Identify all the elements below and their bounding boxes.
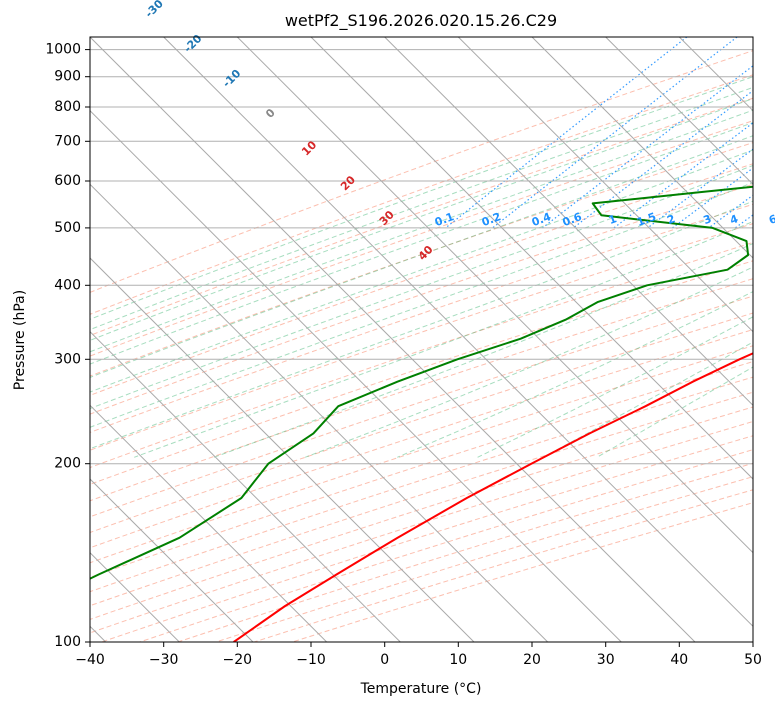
moist-adiabat-line [90, 122, 753, 365]
dry-adiabat-line [90, 345, 753, 564]
moist-adiabat-line [477, 316, 753, 458]
moist-adiabat-line [213, 242, 753, 458]
mixing-ratio-labels: 0.10.20.40.611.52346810131620253036 [433, 210, 775, 229]
y-tick-label: 800 [54, 99, 81, 115]
dry-adiabat-line [90, 278, 753, 502]
isotherm-line [310, 37, 753, 480]
mixing-ratio-label: 4 [728, 212, 740, 227]
dry-adiabat-line [90, 312, 753, 534]
moist-adiabat-line [90, 109, 753, 353]
y-tick-label: 400 [54, 277, 81, 293]
x-tick-label: −30 [149, 652, 179, 668]
dry-adiabat-line [90, 329, 753, 549]
isotherm-line [531, 37, 753, 259]
isotherm-line [90, 257, 475, 642]
y-axis-ticks: 100 200 300 400 500 600 700 800 900 1000 [45, 42, 90, 650]
pressure-gridlines [90, 49, 753, 642]
mixing-ratio-label: 6 [767, 212, 775, 227]
isotherm-line [90, 330, 401, 642]
x-tick-label: 30 [597, 652, 615, 668]
mixing-ratio-label: 0.6 [561, 210, 584, 229]
y-tick-label: 900 [54, 69, 81, 85]
dry-adiabat-line [90, 241, 753, 469]
x-tick-label: 40 [670, 652, 688, 668]
mixing-ratio-lines [445, 37, 753, 229]
chart-title: wetPf2_S196.2026.020.15.26.C29 [285, 11, 557, 31]
dry-adiabat-line [90, 163, 753, 396]
mixing-ratio-line [572, 89, 753, 229]
x-axis-ticks: −40 −30 −20 −10 0 10 20 30 40 50 [75, 642, 762, 668]
x-tick-label: −10 [296, 652, 326, 668]
dry-adiabat-line [90, 50, 753, 293]
dry-adiabat-line [90, 260, 753, 485]
x-tick-label: −20 [223, 652, 253, 668]
isotherm-line [384, 37, 753, 407]
y-tick-label: 200 [54, 456, 81, 472]
moist-adiabat-line [90, 149, 753, 393]
plot-frame [89, 36, 754, 643]
dry-adiabat-line [90, 361, 753, 578]
moist-adiabat-line [90, 86, 753, 331]
dry-adiabat-line [90, 376, 753, 593]
mixing-ratio-line [672, 167, 753, 229]
x-tick-label: −40 [75, 652, 105, 668]
isotherm-line [90, 183, 549, 642]
mixing-ratio-label: 0.4 [530, 210, 553, 229]
isotherm-line [236, 37, 753, 554]
x-tick-label: 50 [744, 652, 762, 668]
mixing-ratio-line [492, 37, 738, 229]
isotherm-line [90, 478, 254, 642]
series-temperature-line [233, 352, 753, 642]
x-tick-label: 10 [449, 652, 467, 668]
mixing-ratio-label: 1 [607, 212, 619, 227]
y-tick-label: 700 [54, 133, 81, 149]
y-tick-label: 600 [54, 173, 81, 189]
isotherm-line [90, 109, 622, 642]
isotherm-line [90, 404, 328, 642]
mixing-ratio-label: 1.5 [635, 210, 658, 229]
isotherm-line [163, 37, 753, 628]
moist-adiabat-line [397, 291, 753, 458]
dry-adiabat-line [90, 142, 753, 377]
x-tick-label: 0 [380, 652, 389, 668]
dry-adiabats [90, 50, 753, 642]
y-tick-label: 100 [54, 634, 81, 650]
isotherms [90, 37, 753, 642]
isotherm-line [605, 37, 753, 186]
isotherm-line [90, 37, 696, 642]
moist-adiabat-line [304, 266, 753, 458]
x-axis-label: Temperature (°C) [360, 681, 482, 697]
y-axis-label: Pressure (hPa) [12, 290, 28, 390]
dry-adiabat-line [90, 97, 753, 337]
moist-adiabats [90, 76, 753, 458]
moist-adiabat-line [90, 164, 753, 410]
x-tick-label: 20 [523, 652, 541, 668]
moist-adiabat-line [90, 200, 753, 450]
y-tick-label: 500 [54, 220, 81, 236]
mixing-ratio-label: 0.2 [480, 210, 503, 229]
dry-adiabat-line [90, 391, 753, 607]
isotherm-line [457, 37, 753, 333]
y-tick-label: 1000 [45, 42, 81, 58]
dry-adiabat-line [90, 295, 753, 518]
mixing-ratio-label: 0.1 [433, 210, 456, 229]
mixing-ratio-label: 3 [702, 212, 714, 227]
sounding-series [90, 185, 753, 642]
mixing-ratio-label: 2 [665, 212, 677, 227]
moist-adiabat-line [90, 98, 753, 341]
series-dewpoint-line [90, 185, 753, 580]
moist-adiabat-line [90, 135, 753, 378]
mixing-ratio-line [542, 65, 753, 229]
y-tick-label: 300 [54, 351, 81, 367]
